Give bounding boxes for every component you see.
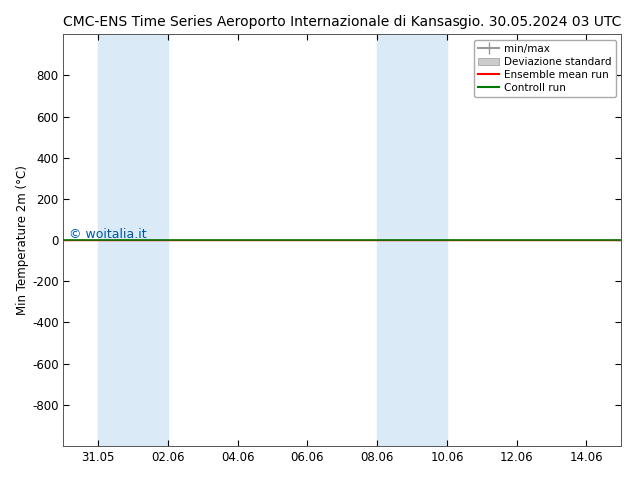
Text: CMC-ENS Time Series Aeroporto Internazionale di Kansas: CMC-ENS Time Series Aeroporto Internazio… bbox=[63, 15, 460, 29]
Bar bbox=[412, 34, 447, 446]
Text: gio. 30.05.2024 03 UTC: gio. 30.05.2024 03 UTC bbox=[459, 15, 621, 29]
Y-axis label: Min Temperature 2m (°C): Min Temperature 2m (°C) bbox=[16, 165, 29, 315]
Bar bbox=[98, 34, 133, 446]
Text: © woitalia.it: © woitalia.it bbox=[68, 228, 146, 241]
Legend: min/max, Deviazione standard, Ensemble mean run, Controll run: min/max, Deviazione standard, Ensemble m… bbox=[474, 40, 616, 97]
Bar bbox=[377, 34, 412, 446]
Bar bbox=[133, 34, 168, 446]
